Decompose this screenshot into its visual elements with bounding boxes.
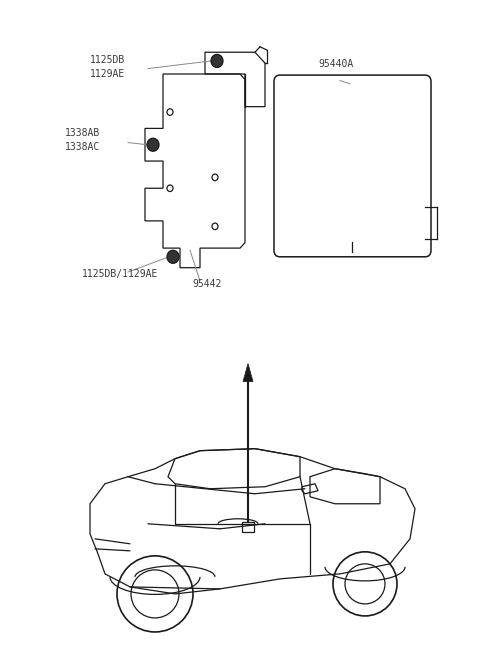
Text: 1129AE: 1129AE: [90, 69, 125, 79]
Text: 95440A: 95440A: [318, 60, 353, 70]
Text: 1338AB: 1338AB: [65, 128, 100, 138]
Polygon shape: [243, 363, 253, 382]
Text: 95442: 95442: [192, 279, 221, 289]
Circle shape: [211, 55, 223, 68]
Circle shape: [167, 250, 179, 263]
Text: 1125DB: 1125DB: [90, 55, 125, 65]
Circle shape: [147, 138, 159, 151]
Bar: [242, 522, 254, 532]
Text: 1125DB/1129AE: 1125DB/1129AE: [82, 269, 158, 279]
Text: 1338AC: 1338AC: [65, 142, 100, 152]
